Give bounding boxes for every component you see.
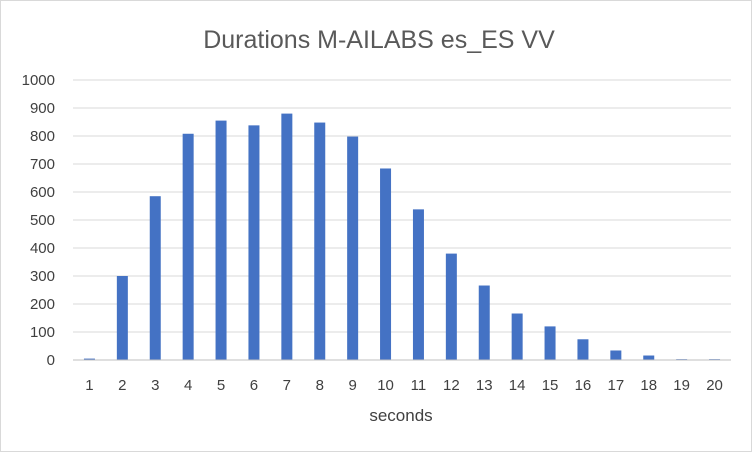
bar-11 (412, 209, 424, 360)
x-tick-label: 9 (348, 377, 356, 394)
x-tick-label: 4 (184, 377, 192, 394)
y-tick-label: 600 (30, 184, 55, 201)
bar-12 (445, 253, 457, 360)
bar-13 (478, 285, 490, 360)
bar-14 (511, 313, 523, 360)
x-axis-label: seconds (369, 406, 432, 425)
bar-1 (83, 358, 95, 360)
bar-16 (577, 339, 589, 360)
x-tick-label: 8 (316, 377, 324, 394)
x-tick-label: 10 (377, 377, 394, 394)
bar-5 (215, 120, 227, 360)
x-tick-label: 15 (542, 377, 559, 394)
y-tick-label: 800 (30, 128, 55, 145)
bar-10 (380, 168, 392, 360)
x-tick-label: 12 (443, 377, 460, 394)
x-tick-label: 3 (151, 377, 159, 394)
x-tick-label: 17 (608, 377, 625, 394)
bar-4 (182, 133, 194, 360)
y-tick-label: 300 (30, 268, 55, 285)
y-tick-label: 700 (30, 156, 55, 173)
x-axis-ticks: 1 2 3 4 5 6 7 8 9 10 11 12 13 14 15 16 17 18 19 20 (85, 377, 723, 394)
y-tick-label: 0 (47, 352, 55, 369)
bar-18 (643, 355, 655, 360)
y-axis-ticks: 0 100 200 300 400 500 600 700 800 900 1000 (22, 72, 55, 369)
x-tick-label: 5 (217, 377, 225, 394)
x-tick-label: 7 (283, 377, 291, 394)
x-tick-label: 19 (673, 377, 690, 394)
x-tick-label: 11 (411, 377, 427, 394)
x-tick-label: 16 (575, 377, 592, 394)
x-tick-label: 18 (640, 377, 657, 394)
bar-3 (149, 196, 161, 360)
y-tick-label: 900 (30, 100, 55, 117)
bar-15 (544, 326, 556, 360)
x-tick-label: 14 (509, 377, 526, 394)
x-tick-label: 1 (85, 377, 93, 394)
y-tick-label: 100 (30, 324, 55, 341)
bar-9 (347, 136, 359, 360)
x-tick-label: 20 (706, 377, 723, 394)
y-tick-label: 200 (30, 296, 55, 313)
y-tick-label: 1000 (22, 72, 55, 89)
bar-17 (610, 350, 622, 360)
x-tick-label: 6 (250, 377, 258, 394)
bar-8 (314, 122, 326, 360)
bar-2 (116, 276, 128, 360)
y-tick-label: 500 (30, 212, 55, 229)
bar-7 (281, 113, 293, 360)
x-tick-label: 13 (476, 377, 493, 394)
x-tick-label: 2 (118, 377, 126, 394)
y-tick-label: 400 (30, 240, 55, 257)
gridlines (73, 79, 731, 333)
chart-title: Durations M-AILABS es_ES VV (203, 26, 555, 54)
bar-6 (248, 125, 260, 360)
bars (83, 113, 721, 360)
